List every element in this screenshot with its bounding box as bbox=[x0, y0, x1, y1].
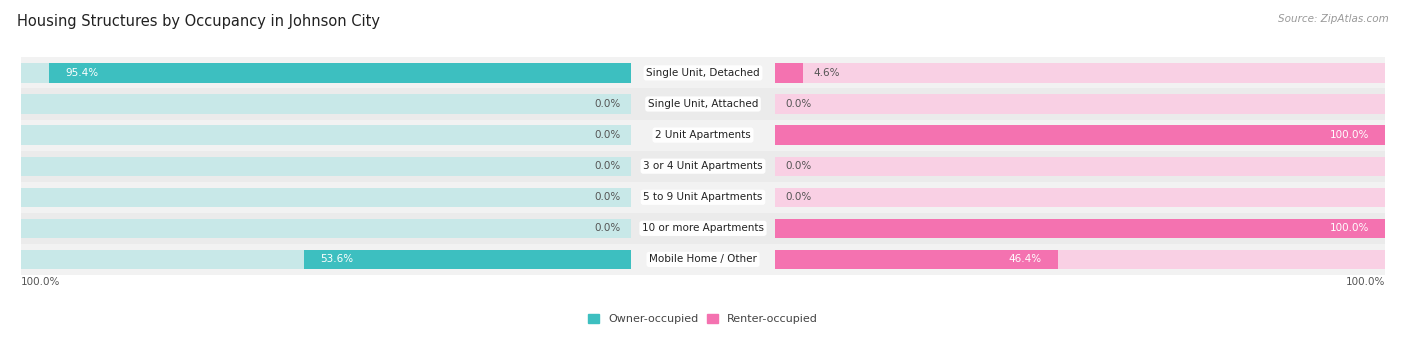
Bar bbox=[21, 182, 1385, 213]
Bar bbox=[775, 219, 1385, 238]
Text: 100.0%: 100.0% bbox=[1329, 223, 1369, 233]
Bar bbox=[775, 250, 1057, 269]
Text: 0.0%: 0.0% bbox=[595, 130, 620, 140]
Text: 95.4%: 95.4% bbox=[65, 68, 98, 78]
Legend: Owner-occupied, Renter-occupied: Owner-occupied, Renter-occupied bbox=[588, 314, 818, 324]
Bar bbox=[775, 125, 1385, 145]
Bar bbox=[21, 88, 1385, 120]
Text: 4.6%: 4.6% bbox=[814, 68, 841, 78]
Bar bbox=[21, 120, 1385, 151]
Bar bbox=[21, 157, 631, 176]
Bar bbox=[775, 250, 1385, 269]
Bar bbox=[21, 125, 631, 145]
Text: Single Unit, Attached: Single Unit, Attached bbox=[648, 99, 758, 109]
Bar bbox=[775, 219, 1385, 238]
Text: 0.0%: 0.0% bbox=[786, 161, 811, 171]
Bar bbox=[21, 151, 1385, 182]
Bar bbox=[21, 94, 631, 114]
Text: 100.0%: 100.0% bbox=[1329, 130, 1369, 140]
Text: 3 or 4 Unit Apartments: 3 or 4 Unit Apartments bbox=[643, 161, 763, 171]
Text: 0.0%: 0.0% bbox=[595, 223, 620, 233]
Text: 5 to 9 Unit Apartments: 5 to 9 Unit Apartments bbox=[644, 192, 762, 202]
Text: Mobile Home / Other: Mobile Home / Other bbox=[650, 254, 756, 264]
Text: 100.0%: 100.0% bbox=[21, 278, 60, 287]
Bar bbox=[775, 94, 1385, 114]
Bar bbox=[775, 157, 1385, 176]
Text: Housing Structures by Occupancy in Johnson City: Housing Structures by Occupancy in Johns… bbox=[17, 14, 380, 29]
Text: Single Unit, Detached: Single Unit, Detached bbox=[647, 68, 759, 78]
Bar bbox=[775, 125, 1385, 145]
Bar bbox=[21, 213, 1385, 244]
Bar bbox=[21, 63, 631, 83]
Text: 2 Unit Apartments: 2 Unit Apartments bbox=[655, 130, 751, 140]
Bar bbox=[304, 250, 631, 269]
Text: 53.6%: 53.6% bbox=[321, 254, 354, 264]
Bar bbox=[21, 57, 1385, 88]
Text: 0.0%: 0.0% bbox=[786, 192, 811, 202]
Bar bbox=[775, 63, 803, 83]
Bar bbox=[49, 63, 631, 83]
Text: 0.0%: 0.0% bbox=[786, 99, 811, 109]
Text: 0.0%: 0.0% bbox=[595, 192, 620, 202]
Bar bbox=[21, 188, 631, 207]
Text: 0.0%: 0.0% bbox=[595, 161, 620, 171]
Text: 0.0%: 0.0% bbox=[595, 99, 620, 109]
Bar bbox=[21, 250, 631, 269]
Text: Source: ZipAtlas.com: Source: ZipAtlas.com bbox=[1278, 14, 1389, 24]
Bar bbox=[21, 244, 1385, 275]
Bar bbox=[775, 63, 1385, 83]
Text: 10 or more Apartments: 10 or more Apartments bbox=[643, 223, 763, 233]
Text: 100.0%: 100.0% bbox=[1346, 278, 1385, 287]
Text: 46.4%: 46.4% bbox=[1008, 254, 1042, 264]
Bar bbox=[21, 219, 631, 238]
Bar bbox=[775, 188, 1385, 207]
